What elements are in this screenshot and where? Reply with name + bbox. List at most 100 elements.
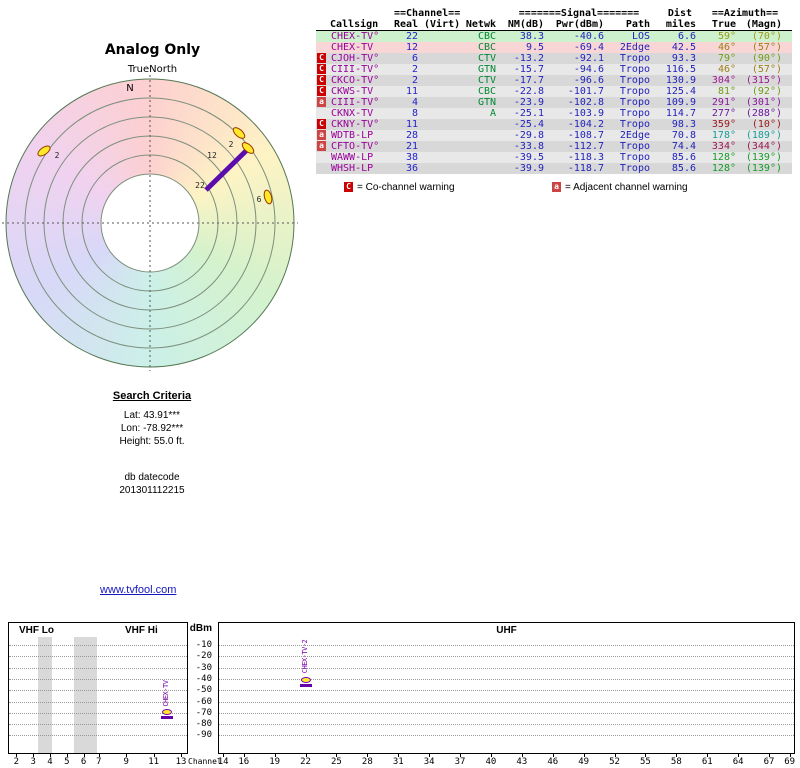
cell-magn: (344°) — [745, 141, 782, 152]
y-tick-label: -80 — [195, 719, 212, 730]
col-header-virt: (Virt) — [424, 19, 461, 30]
cell-magn: (139°) — [745, 152, 782, 163]
channel-tick-label: 61 — [701, 757, 713, 767]
cell-pwr: -92.1 — [573, 53, 604, 64]
x-tick — [181, 754, 183, 757]
cell-netwk: GTN — [477, 64, 496, 75]
tvfool-link[interactable]: www.tvfool.com — [100, 584, 177, 596]
x-tick — [738, 754, 740, 757]
cell-magn: (90°) — [751, 53, 782, 64]
cell-true_az: 46° — [717, 64, 736, 75]
vhf-hi-label: VHF Hi — [125, 625, 158, 636]
table-row: C CJOH-TV° 6 CTV -13.2 -92.1 Tropo 93.3 79° (90°) — [316, 53, 792, 64]
cell-magn: (189°) — [745, 130, 782, 141]
channel-tick-label: 52 — [609, 757, 620, 767]
station-table-body: CHEX-TV° 22 CBC 38.3 -40.6 LOS 6.6 59° (70°) CHEX… — [316, 31, 792, 174]
cell-nm: -29.8 — [513, 130, 544, 141]
station-ellipse — [241, 142, 255, 154]
channel-tick-label: 69 — [784, 757, 796, 767]
cell-callsign: CFTO-TV° — [331, 141, 380, 152]
cell-callsign: CKWS-TV — [331, 86, 374, 97]
channel-tick-label: 7 — [96, 757, 102, 767]
station-channel-label: 2 — [55, 151, 60, 160]
channel-axis-label: Channel — [188, 757, 222, 766]
y-tick-label: -90 — [195, 730, 212, 741]
cell-netwk: CBC — [477, 31, 496, 42]
cell-pwr: -69.4 — [573, 42, 604, 53]
cell-true_az: 128° — [711, 152, 736, 163]
cell-real: 8 — [411, 108, 418, 119]
y-tick-label: -50 — [195, 685, 212, 696]
channel-tick-label: 37 — [454, 757, 466, 767]
x-tick — [98, 754, 100, 757]
channel-tick-label: 31 — [392, 757, 404, 767]
db-datecode-value: 201301112215 — [119, 485, 185, 496]
cell-callsign: CIII-TV° — [331, 97, 380, 108]
cell-nm: -23.9 — [513, 97, 544, 108]
co-channel-flag-icon: C — [317, 86, 326, 96]
co-channel-flag-icon: C — [317, 75, 326, 85]
cell-miles: 6.6 — [677, 31, 696, 42]
channel-tick-label: 19 — [269, 757, 281, 767]
channel-tick-label: 46 — [547, 757, 559, 767]
cell-magn: (92°) — [751, 86, 782, 97]
y-tick-label: -20 — [195, 651, 212, 662]
station-channel-label: 22 — [195, 181, 205, 190]
x-tick — [614, 754, 616, 757]
channel-tick-label: 3 — [30, 757, 36, 767]
table-row: C CKNY-TV° 11 -25.4 -104.2 Tropo 98.3 359° (10°) — [316, 119, 792, 130]
x-tick — [126, 754, 128, 757]
adjacent-channel-legend: a = Adjacent channel warning — [552, 182, 688, 193]
cell-nm: -13.2 — [513, 53, 544, 64]
cell-real: 36 — [405, 163, 418, 174]
cell-callsign: WHSH-LP — [331, 163, 374, 174]
station-ellipse — [232, 127, 246, 139]
cell-flag: C — [316, 64, 330, 75]
channel-tick-label: 11 — [148, 757, 160, 767]
cell-netwk: GTN — [477, 97, 496, 108]
cell-miles: 125.4 — [665, 86, 696, 97]
cell-callsign: CKNX-TV — [331, 108, 374, 119]
table-row: a WDTB-LP 28 -29.8 -108.7 2Edge 70.8 178° (189°) — [316, 130, 792, 141]
search-criteria-title: Search Criteria — [112, 390, 192, 402]
x-tick — [490, 754, 492, 757]
x-tick — [33, 754, 35, 757]
table-row: WAWW-LP 38 -39.5 -118.3 Tropo 85.6 128° (139°) — [316, 152, 792, 163]
x-tick — [274, 754, 276, 757]
channel-tick-label: 2 — [13, 757, 20, 767]
cell-path: Tropo — [619, 141, 650, 152]
vhf-lo-label: VHF Lo — [19, 625, 54, 636]
cell-path: Tropo — [619, 108, 650, 119]
x-tick — [429, 754, 431, 757]
cell-real: 2 — [411, 75, 418, 86]
station-channel-label: 2 — [229, 140, 234, 149]
table-row: a CFTO-TV° 21 -33.8 -112.7 Tropo 74.4 334° (344°… — [316, 141, 792, 152]
adjacent-flag-icon: a — [317, 130, 326, 140]
cell-callsign: CKCO-TV° — [331, 75, 380, 86]
cell-flag: C — [316, 86, 330, 97]
cell-netwk: CTV — [477, 53, 496, 64]
col-header-callsign: Callsign — [330, 19, 379, 30]
cell-nm: -39.5 — [513, 152, 544, 163]
channel-tick-label: 13 — [175, 757, 187, 767]
cell-real: 21 — [405, 141, 418, 152]
signal-group-header: =======Signal======= — [518, 8, 640, 19]
cell-true_az: 59° — [717, 31, 736, 42]
cell-callsign: WDTB-LP — [331, 130, 374, 141]
x-tick — [50, 754, 51, 757]
cell-flag: C — [316, 53, 330, 64]
channel-tick-label: 34 — [423, 757, 435, 767]
col-header-pwr: Pwr(dBm) — [555, 19, 604, 30]
x-tick — [336, 754, 338, 757]
table-row: CHEX-TV 12 CBC 9.5 -69.4 2Edge 42.5 46° (57°) — [316, 42, 792, 53]
cell-path: Tropo — [619, 163, 650, 174]
cell-callsign: CIII-TV° — [331, 64, 380, 75]
cell-pwr: -103.9 — [567, 108, 604, 119]
cell-nm: 9.5 — [525, 42, 544, 53]
cell-callsign: CHEX-TV° — [331, 31, 380, 42]
x-tick — [769, 754, 771, 757]
table-row: WHSH-LP 36 -39.9 -118.7 Tropo 85.6 128° (139°) — [316, 163, 792, 174]
cell-magn: (315°) — [745, 75, 782, 86]
cell-path: 2Edge — [619, 42, 650, 53]
